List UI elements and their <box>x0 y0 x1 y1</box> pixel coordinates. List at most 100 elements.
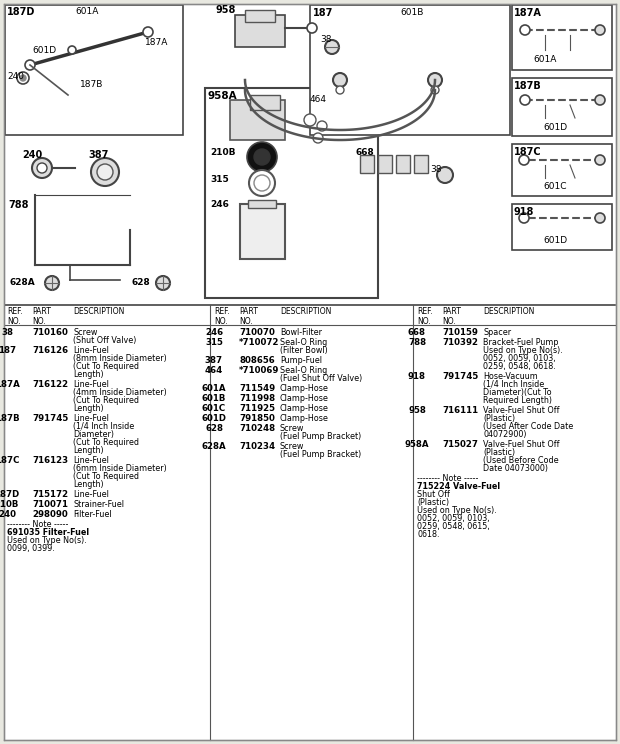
Text: 628A: 628A <box>202 442 226 451</box>
Circle shape <box>595 213 605 223</box>
Text: 210B: 210B <box>210 148 236 157</box>
Text: 918: 918 <box>408 372 426 381</box>
Text: *710069: *710069 <box>239 366 280 375</box>
Text: Pump-Fuel: Pump-Fuel <box>280 356 322 365</box>
Circle shape <box>156 276 170 290</box>
Text: 298090: 298090 <box>32 510 68 519</box>
Text: (Cut To Required: (Cut To Required <box>73 472 139 481</box>
Text: 464: 464 <box>310 95 327 104</box>
Text: PART
NO.: PART NO. <box>239 307 258 327</box>
Text: DESCRIPTION: DESCRIPTION <box>483 307 534 316</box>
Text: Screw: Screw <box>73 328 97 337</box>
Text: Line-Fuel: Line-Fuel <box>73 346 109 355</box>
Circle shape <box>519 155 529 165</box>
Text: 38: 38 <box>1 328 13 337</box>
Text: 918: 918 <box>514 207 534 217</box>
FancyBboxPatch shape <box>360 155 374 173</box>
Text: (8mm Inside Diameter): (8mm Inside Diameter) <box>73 354 167 363</box>
Text: Strainer-Fuel: Strainer-Fuel <box>73 500 124 509</box>
Text: 601D: 601D <box>202 414 226 423</box>
Text: 04072900): 04072900) <box>483 430 526 439</box>
Text: 601A: 601A <box>75 7 99 16</box>
Circle shape <box>333 73 347 87</box>
Circle shape <box>595 25 605 35</box>
Text: 240: 240 <box>22 150 42 160</box>
Text: 601D: 601D <box>543 236 567 245</box>
Text: Line-Fuel: Line-Fuel <box>73 380 109 389</box>
Circle shape <box>45 276 59 290</box>
Text: 187B: 187B <box>0 414 19 423</box>
Text: 315: 315 <box>205 338 223 347</box>
Text: 715027: 715027 <box>442 440 478 449</box>
Circle shape <box>254 175 270 191</box>
Text: Bowl-Filter: Bowl-Filter <box>280 328 322 337</box>
Text: 38: 38 <box>430 165 441 174</box>
Text: 715224 Valve-Fuel: 715224 Valve-Fuel <box>417 482 500 491</box>
Text: Diameter)(Cut To: Diameter)(Cut To <box>483 388 552 397</box>
Text: 187A: 187A <box>145 38 169 47</box>
Text: 808656: 808656 <box>239 356 275 365</box>
Circle shape <box>519 213 529 223</box>
Text: Length): Length) <box>73 370 104 379</box>
Text: REF.
NO.: REF. NO. <box>7 307 22 327</box>
Text: 464: 464 <box>205 366 223 375</box>
Text: 715172: 715172 <box>32 490 68 499</box>
Circle shape <box>247 142 277 172</box>
Text: 711925: 711925 <box>239 404 275 413</box>
Text: 710392: 710392 <box>442 338 478 347</box>
Text: Clamp-Hose: Clamp-Hose <box>280 384 329 393</box>
Text: 387: 387 <box>88 150 108 160</box>
Circle shape <box>304 114 316 126</box>
Text: Clamp-Hose: Clamp-Hose <box>280 394 329 403</box>
FancyBboxPatch shape <box>250 95 280 110</box>
Text: REF.
NO.: REF. NO. <box>417 307 433 327</box>
Text: 711549: 711549 <box>239 384 275 393</box>
Text: 711998: 711998 <box>239 394 275 403</box>
Text: 791745: 791745 <box>442 372 478 381</box>
Text: 0052, 0059, 0103,: 0052, 0059, 0103, <box>417 514 490 523</box>
Text: Clamp-Hose: Clamp-Hose <box>280 404 329 413</box>
Text: 716111: 716111 <box>442 406 478 415</box>
Text: 240: 240 <box>0 510 16 519</box>
Text: 0259, 0548, 0615,: 0259, 0548, 0615, <box>417 522 490 531</box>
Circle shape <box>437 167 453 183</box>
Text: 187B: 187B <box>80 80 104 89</box>
Text: Required Length): Required Length) <box>483 396 552 405</box>
Text: (Filter Bowl): (Filter Bowl) <box>280 346 328 355</box>
Text: 710070: 710070 <box>239 328 275 337</box>
Text: DESCRIPTION: DESCRIPTION <box>73 307 125 316</box>
Text: 628: 628 <box>132 278 151 287</box>
Circle shape <box>428 73 442 87</box>
Text: 187C: 187C <box>514 147 542 157</box>
Text: 628A: 628A <box>10 278 36 287</box>
Text: (Shut Off Valve): (Shut Off Valve) <box>73 336 136 345</box>
FancyBboxPatch shape <box>205 88 378 298</box>
Circle shape <box>91 158 119 186</box>
Text: Screw: Screw <box>280 442 304 451</box>
Text: Length): Length) <box>73 480 104 489</box>
FancyBboxPatch shape <box>512 204 612 250</box>
Text: (Plastic): (Plastic) <box>417 498 449 507</box>
Text: 668: 668 <box>355 148 374 157</box>
Text: 710071: 710071 <box>32 500 68 509</box>
Text: (Plastic): (Plastic) <box>483 414 515 423</box>
Text: 791745: 791745 <box>32 414 68 423</box>
Text: Seal-O Ring: Seal-O Ring <box>280 366 327 375</box>
Text: -------- Note -----: -------- Note ----- <box>7 520 68 529</box>
Text: 601A: 601A <box>533 55 557 64</box>
Text: (Used After Code Date: (Used After Code Date <box>483 422 574 431</box>
Text: 691035 Filter-Fuel: 691035 Filter-Fuel <box>7 528 89 537</box>
Text: PART
NO.: PART NO. <box>442 307 461 327</box>
Circle shape <box>68 46 76 54</box>
Text: 240: 240 <box>7 72 24 81</box>
Text: 0052, 0059, 0103,: 0052, 0059, 0103, <box>483 354 556 363</box>
Text: 0259, 0548, 0618.: 0259, 0548, 0618. <box>483 362 556 371</box>
Text: 628: 628 <box>205 424 223 433</box>
Text: 788: 788 <box>8 200 29 210</box>
Circle shape <box>595 155 605 165</box>
Text: 601B: 601B <box>400 8 423 17</box>
Text: 788: 788 <box>408 338 426 347</box>
Text: 601C: 601C <box>202 404 226 413</box>
Text: 716126: 716126 <box>32 346 68 355</box>
Text: 315: 315 <box>210 175 229 184</box>
